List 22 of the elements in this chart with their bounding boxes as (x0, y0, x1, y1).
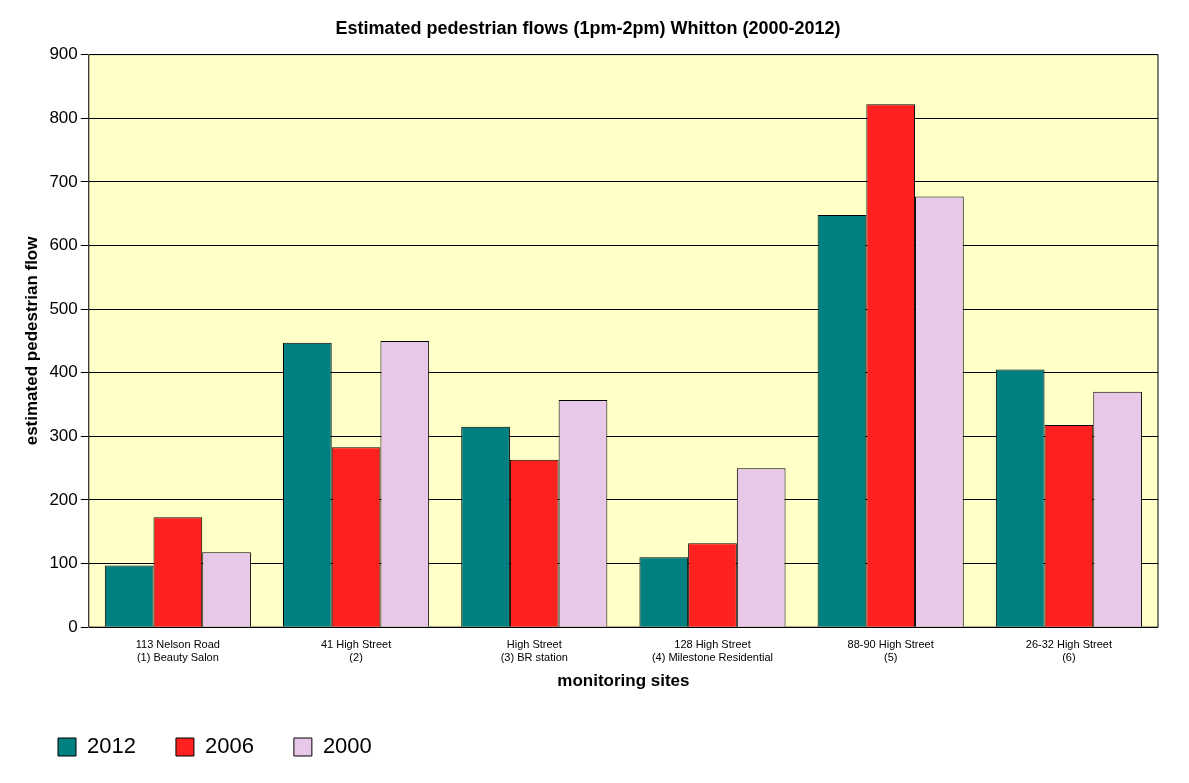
y-tick-label: 900 (49, 44, 78, 64)
legend-label: 2012 (87, 733, 136, 759)
x-tick-label: High Street (3) BR station (500, 637, 568, 664)
legend-label: 2006 (204, 733, 254, 759)
y-tick-label: 400 (49, 362, 78, 382)
x-tick-label: 26-32 High Street (6) (1025, 637, 1113, 664)
y-tick-label: 700 (49, 171, 78, 191)
y-tick-label: 800 (49, 107, 78, 127)
y-tick-label: 300 (49, 426, 78, 446)
x-tick-label: 88-90 High Street (5) (847, 637, 934, 664)
y-tick-label: 200 (49, 489, 78, 509)
y-tick-label: 500 (49, 298, 78, 318)
legend-label: 2000 (322, 733, 372, 759)
y-tick-label: 100 (49, 553, 78, 573)
y-tick-label: 600 (49, 235, 78, 255)
x-tick-label: 113 Nelson Road (1) Beauty Salon (135, 637, 220, 664)
x-axis-title: monitoring sites (557, 671, 690, 691)
x-tick-label: 128 High Street (4) Milestone Residential (651, 637, 774, 664)
y-axis-title: estimated pedestrian flow (21, 235, 41, 446)
y-tick-label: 0 (68, 616, 78, 636)
x-tick-label: 41 High Street (2) (320, 637, 392, 664)
chart-title: Estimated pedestrian flows (1pm-2pm) Whitton (2000-2012) (335, 17, 841, 38)
